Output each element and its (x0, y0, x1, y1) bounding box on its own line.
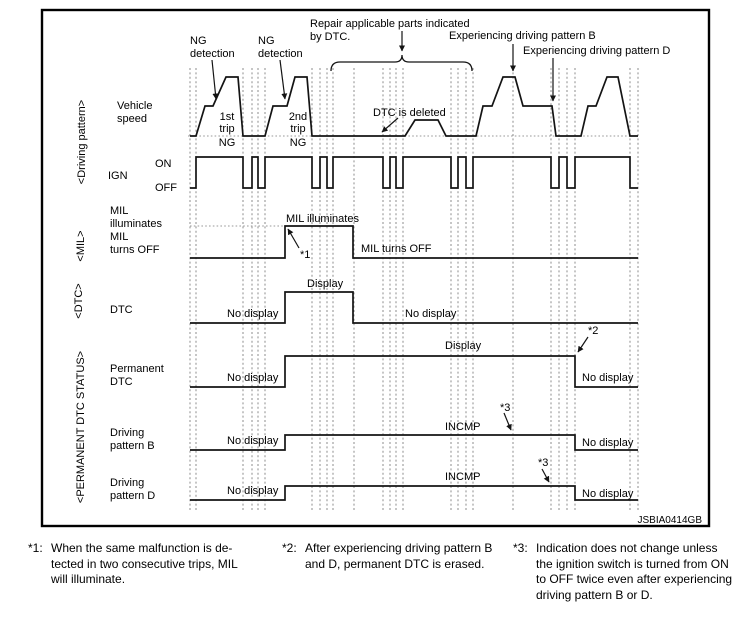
trip2-ng-label: NG (290, 137, 307, 149)
dtc-no-display-left: No display (227, 308, 279, 320)
footnote-3-text: Indication does not change unless the ig… (536, 541, 732, 603)
mil-illuminates-label: MIL illuminates (286, 213, 359, 225)
pattern-d-no-display-right: No display (582, 488, 634, 500)
row-label-pattern-b-1: Driving (110, 427, 144, 439)
experiencing-pattern-d-label: Experiencing driving pattern D (523, 45, 670, 57)
footnote-2-marker: *2: (282, 541, 297, 555)
ng1-label-2: detection (190, 48, 235, 60)
pattern-d-waveform (190, 485, 638, 501)
pattern-d-no-display-left: No display (227, 485, 279, 497)
dtc-deleted-arrow (381, 117, 399, 133)
star1-label: *1 (300, 249, 310, 261)
footnote-3-marker: *3: (513, 541, 528, 555)
dtc-waveform (190, 291, 638, 324)
pattern-b-no-display-right: No display (582, 437, 634, 449)
star2-arrow (577, 336, 589, 353)
mil-turns-off-label: MIL turns OFF (361, 243, 432, 255)
footnote-1-marker: *1: (28, 541, 43, 555)
footnote-2-text: After experiencing driving pattern B and… (305, 541, 492, 572)
group-label-mil: <MIL> (75, 230, 87, 261)
row-label-mil-3: MIL (110, 231, 128, 243)
row-label-mil-4: turns OFF (110, 244, 160, 256)
row-label-permanent-dtc-2: DTC (110, 376, 133, 388)
ng2-label-1: NG (258, 35, 275, 47)
row-label-mil-2: illuminates (110, 218, 162, 230)
group-label-driving-pattern: <Driving pattern> (76, 100, 88, 184)
repair-label-1: Repair applicable parts indicated (310, 18, 470, 30)
trip1-ng-label: NG (219, 137, 236, 149)
row-label-vehicle-speed: Vehicle (117, 100, 152, 112)
footnote-3-line-4: driving pattern B or D. (536, 587, 653, 602)
experiencing-pattern-b-label: Experiencing driving pattern B (449, 30, 596, 42)
row-label-vehicle-speed-2: speed (117, 113, 147, 125)
row-label-mil-1: MIL (110, 205, 128, 217)
footnote-1: *1: When the same malfunction is de- tec… (28, 541, 266, 588)
ng2-arrow (279, 59, 288, 100)
event-gridlines (189, 68, 639, 512)
permanent-dtc-waveform (190, 355, 638, 388)
footnote-3-line-2: the ignition switch is turned from ON (536, 556, 729, 571)
footnote-2-line-1: After experiencing driving pattern B (305, 541, 493, 555)
star2-label: *2 (588, 325, 598, 337)
ign-waveform (190, 156, 638, 189)
permanent-no-display-left: No display (227, 372, 279, 384)
permanent-no-display-right: No display (582, 372, 634, 384)
group-label-dtc: <DTC> (73, 283, 85, 318)
diagram-border (40, 8, 711, 528)
pattern-d-incmp-label: INCMP (445, 471, 480, 483)
trip1-label-2: trip (219, 123, 234, 135)
row-label-pattern-b-2: pattern B (110, 440, 155, 452)
ign-on-label: ON (155, 158, 172, 170)
trip2-label-1: 2nd (289, 111, 307, 123)
pattern-b-incmp-label: INCMP (445, 421, 480, 433)
star3-b-arrow (503, 412, 512, 431)
ng1-label-1: NG (190, 35, 207, 47)
row-label-pattern-d-1: Driving (110, 477, 144, 489)
row-label-permanent-dtc-1: Permanent (110, 363, 164, 375)
footnote-3: *3: Indication does not change unless th… (513, 541, 746, 603)
footnote-1-text: When the same malfunction is de- tected … (51, 541, 238, 588)
repair-range-brace (330, 54, 473, 72)
star3-d-label: *3 (538, 457, 548, 469)
ng1-arrow (211, 59, 219, 100)
footnote-1-line-1: When the same malfunction is de- (51, 541, 233, 555)
star1-arrow (287, 228, 300, 249)
repair-label-2: by DTC. (310, 31, 350, 43)
row-label-pattern-d-2: pattern D (110, 490, 155, 502)
trip1-label-1: 1st (220, 111, 235, 123)
dtc-deleted-label: DTC is deleted (373, 107, 446, 119)
row-label-dtc: DTC (110, 304, 133, 316)
footnote-1-line-2: tected in two consecutive trips, MIL (51, 556, 238, 571)
permanent-display-label: Display (445, 340, 482, 352)
pattern-b-waveform (190, 434, 638, 451)
mil-waveform (190, 225, 638, 259)
footnote-3-line-1: Indication does not change unless (536, 541, 718, 555)
footnote-3-line-3: to OFF twice even after experiencing (536, 572, 733, 586)
vehicle-speed-waveform (190, 76, 638, 137)
dtc-display-label: Display (307, 278, 344, 290)
dtc-no-display-right: No display (405, 308, 457, 320)
footnote-2: *2: After experiencing driving pattern B… (282, 541, 510, 572)
ign-off-label: OFF (155, 182, 177, 194)
pattern-b-no-display-left: No display (227, 435, 279, 447)
footnote-2-line-2: and D, permanent DTC is erased. (305, 556, 485, 571)
footnote-1-line-3: will illuminate. (51, 572, 126, 586)
group-label-permanent-dtc-status: <PERMANENT DTC STATUS> (75, 351, 87, 503)
ng2-label-2: detection (258, 48, 303, 60)
star3-d-arrow (541, 468, 550, 483)
star3-b-label: *3 (500, 402, 510, 414)
row-label-ign: IGN (108, 170, 128, 182)
trip2-label-2: trip (290, 123, 305, 135)
figure-code: JSBIA0414GB (638, 515, 703, 526)
